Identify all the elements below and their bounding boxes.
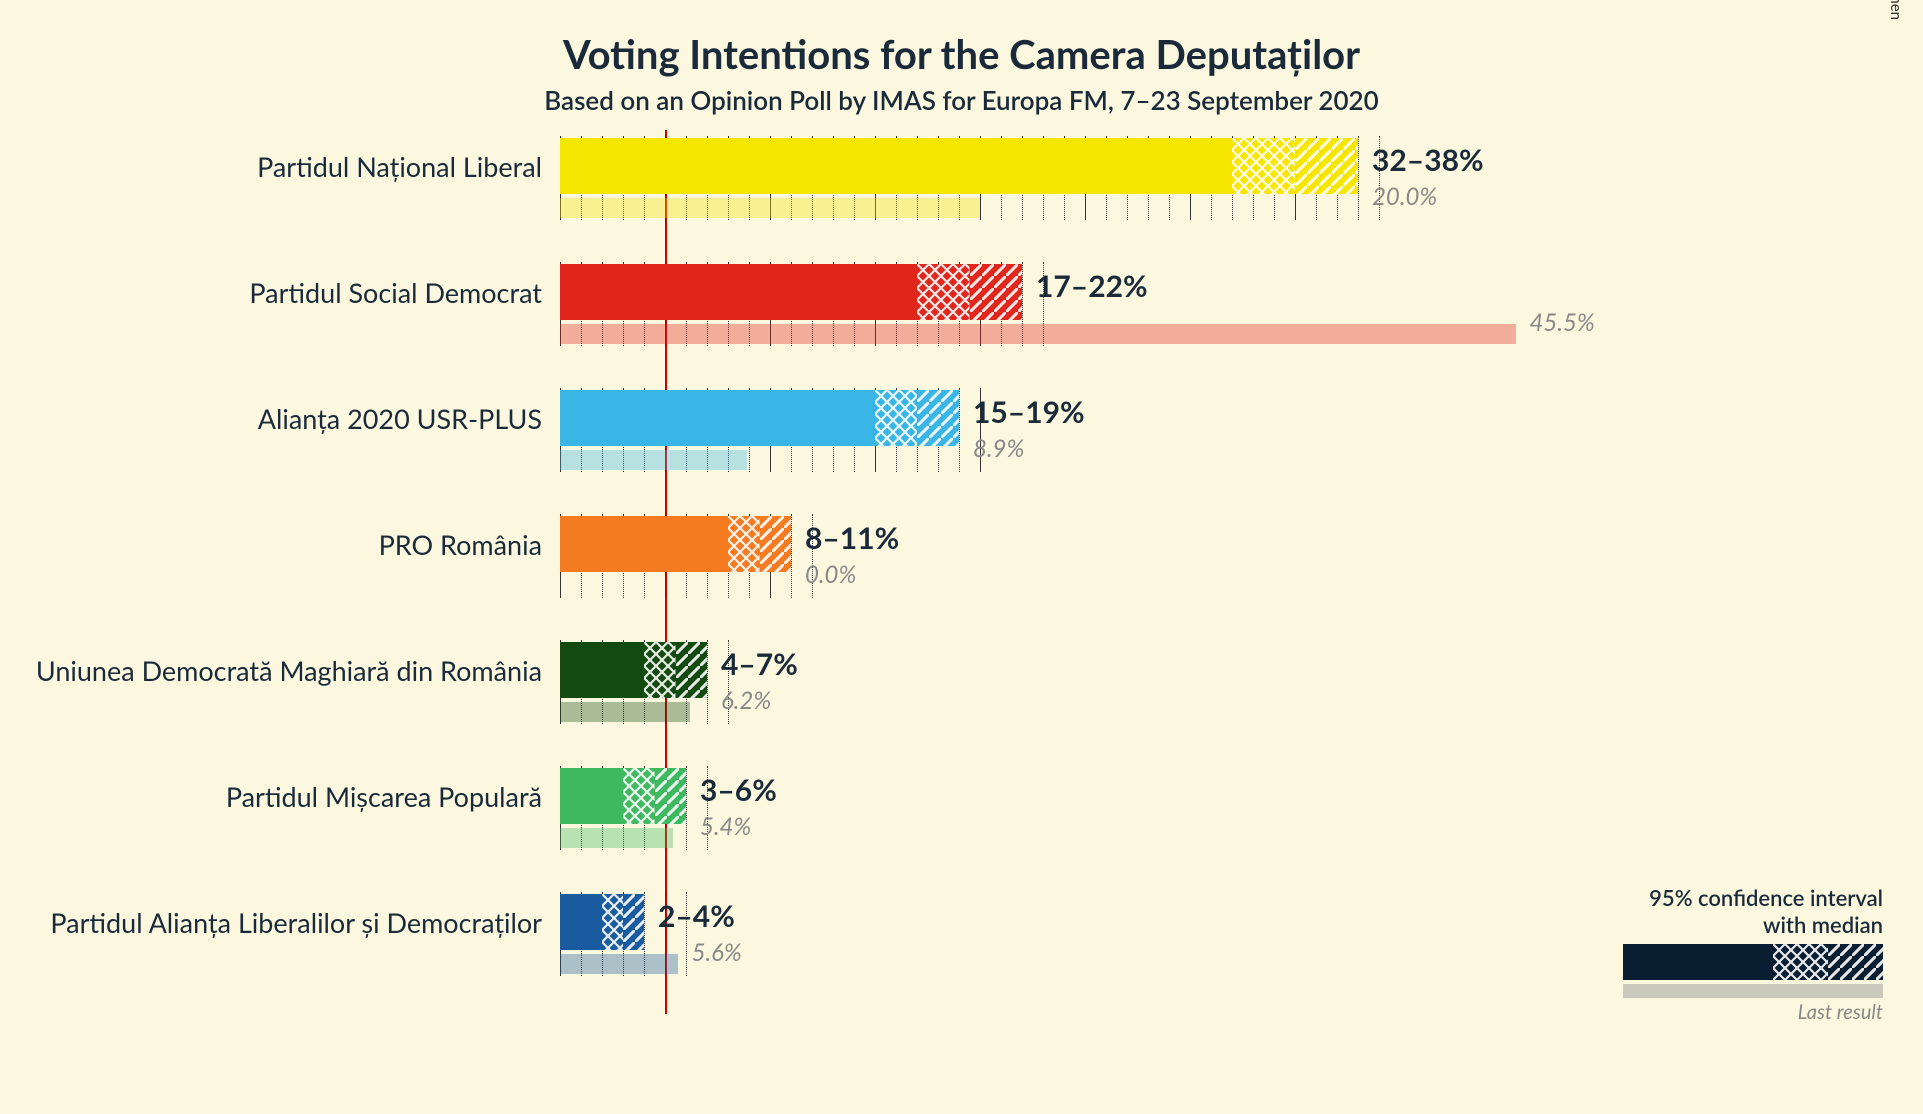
bar-ci-upper <box>623 894 644 950</box>
bar-ci-upper <box>1295 138 1358 194</box>
party-row: Uniunea Democrată Maghiară din România4–… <box>560 634 1660 760</box>
party-label: Partidul Social Democrat <box>249 276 542 309</box>
bar-solid <box>560 264 917 320</box>
last-result-label: 6.2% <box>721 686 771 715</box>
party-row: Partidul Național Liberal32–38%20.0% <box>560 130 1660 256</box>
bar-ci-lower <box>917 264 970 320</box>
party-row: Partidul Alianța Liberalilor și Democraț… <box>560 886 1660 1012</box>
value-range-label: 2–4% <box>658 898 735 934</box>
party-label: PRO România <box>379 528 542 561</box>
bar-ci-upper <box>760 516 792 572</box>
legend: 95% confidence interval with median Last… <box>1623 884 1883 1024</box>
legend-last-label: Last result <box>1623 1000 1883 1024</box>
value-range-label: 15–19% <box>973 394 1085 430</box>
last-result-label: 5.4% <box>700 812 751 841</box>
bar-ci-upper <box>676 642 708 698</box>
bar-last-result <box>560 450 747 470</box>
bar-solid <box>560 894 602 950</box>
legend-ci-line2: with median <box>1623 911 1883 938</box>
chart-subtitle: Based on an Opinion Poll by IMAS for Eur… <box>0 84 1923 116</box>
bar-solid <box>560 768 623 824</box>
bar-last-result <box>560 702 690 722</box>
value-range-label: 17–22% <box>1036 268 1148 304</box>
party-row: Alianța 2020 USR-PLUS15–19%8.9% <box>560 382 1660 508</box>
party-label: Uniunea Democrată Maghiară din România <box>36 654 542 687</box>
last-result-label: 8.9% <box>973 434 1024 463</box>
party-row: Partidul Mișcarea Populară3–6%5.4% <box>560 760 1660 886</box>
party-row: PRO România8–11%0.0% <box>560 508 1660 634</box>
value-range-label: 8–11% <box>805 520 899 556</box>
value-range-label: 4–7% <box>721 646 798 682</box>
bar-last-result <box>560 324 1516 344</box>
party-label: Partidul Mișcarea Populară <box>226 780 542 813</box>
legend-ci-swatch <box>1623 944 1883 980</box>
last-result-label: 20.0% <box>1372 182 1437 211</box>
legend-ci-line1: 95% confidence interval <box>1623 884 1883 911</box>
bar-solid <box>560 390 875 446</box>
party-label: Partidul Național Liberal <box>257 150 542 183</box>
bar-solid <box>560 138 1232 194</box>
party-label: Alianța 2020 USR-PLUS <box>258 402 542 435</box>
bar-last-result <box>560 828 673 848</box>
bar-chart: Partidul Național Liberal32–38%20.0%Part… <box>560 130 1660 1030</box>
last-result-label: 0.0% <box>805 560 856 589</box>
bar-ci-lower <box>728 516 760 572</box>
chart-title: Voting Intentions for the Camera Deputaț… <box>0 0 1923 78</box>
bar-solid <box>560 642 644 698</box>
value-range-label: 3–6% <box>700 772 777 808</box>
bar-ci-upper <box>655 768 687 824</box>
legend-last-swatch <box>1623 984 1883 998</box>
bar-ci-lower <box>1232 138 1295 194</box>
copyright-text: © 2020 Filip van Laenen <box>1887 0 1905 20</box>
value-range-label: 32–38% <box>1372 142 1484 178</box>
bar-ci-upper <box>970 264 1023 320</box>
bar-solid <box>560 516 728 572</box>
bar-ci-lower <box>623 768 655 824</box>
bar-last-result <box>560 954 678 974</box>
party-row: Partidul Social Democrat17–22%45.5% <box>560 256 1660 382</box>
bar-ci-lower <box>602 894 623 950</box>
party-label: Partidul Alianța Liberalilor și Democraț… <box>50 906 542 939</box>
bar-last-result <box>560 198 980 218</box>
last-result-label: 45.5% <box>1530 308 1595 337</box>
last-result-label: 5.6% <box>692 938 742 967</box>
bar-ci-lower <box>644 642 676 698</box>
bar-ci-upper <box>917 390 959 446</box>
bar-ci-lower <box>875 390 917 446</box>
